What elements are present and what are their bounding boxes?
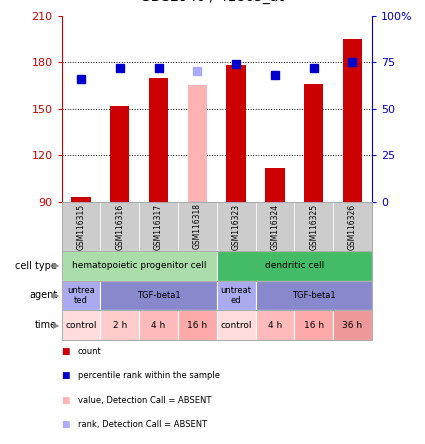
Text: percentile rank within the sample: percentile rank within the sample — [78, 371, 220, 380]
Bar — [188, 86, 207, 202]
Text: GDS2940 / 41865_at: GDS2940 / 41865_at — [141, 0, 284, 4]
Text: 2 h: 2 h — [113, 321, 127, 330]
Text: GSM116326: GSM116326 — [348, 203, 357, 250]
Bar — [343, 39, 362, 202]
Text: control: control — [65, 321, 97, 330]
Bar — [227, 65, 246, 202]
Text: GSM116317: GSM116317 — [154, 203, 163, 250]
Text: hematopoietic progenitor cell: hematopoietic progenitor cell — [72, 261, 207, 270]
Text: TGF-beta1: TGF-beta1 — [137, 291, 180, 300]
Text: untreat
ed: untreat ed — [221, 286, 252, 305]
Text: 4 h: 4 h — [268, 321, 282, 330]
Text: GSM116323: GSM116323 — [232, 203, 241, 250]
Text: ▶: ▶ — [53, 291, 60, 300]
Text: 36 h: 36 h — [343, 321, 363, 330]
Bar — [265, 168, 285, 202]
Text: ▶: ▶ — [53, 261, 60, 270]
Text: time: time — [35, 320, 57, 330]
Text: GSM116315: GSM116315 — [76, 203, 85, 250]
Bar — [149, 78, 168, 202]
Text: ■: ■ — [62, 371, 70, 380]
Text: agent: agent — [29, 290, 57, 301]
Text: dendritic cell: dendritic cell — [265, 261, 324, 270]
Text: untrea
ted: untrea ted — [67, 286, 95, 305]
Text: GSM116318: GSM116318 — [193, 203, 202, 250]
Text: ■: ■ — [62, 396, 70, 404]
Text: 4 h: 4 h — [151, 321, 166, 330]
Text: cell type: cell type — [15, 261, 57, 271]
Bar — [110, 106, 130, 202]
Text: GSM116324: GSM116324 — [270, 203, 279, 250]
Text: count: count — [78, 347, 102, 356]
Text: value, Detection Call = ABSENT: value, Detection Call = ABSENT — [78, 396, 211, 404]
Text: ▶: ▶ — [53, 321, 60, 330]
Text: ■: ■ — [62, 420, 70, 429]
Text: GSM116325: GSM116325 — [309, 203, 318, 250]
Text: control: control — [221, 321, 252, 330]
Text: 16 h: 16 h — [303, 321, 324, 330]
Bar — [71, 197, 91, 202]
Text: GSM116316: GSM116316 — [115, 203, 124, 250]
Text: 16 h: 16 h — [187, 321, 207, 330]
Text: ■: ■ — [62, 347, 70, 356]
Bar — [304, 84, 323, 202]
Text: TGF-beta1: TGF-beta1 — [292, 291, 335, 300]
Text: rank, Detection Call = ABSENT: rank, Detection Call = ABSENT — [78, 420, 207, 429]
